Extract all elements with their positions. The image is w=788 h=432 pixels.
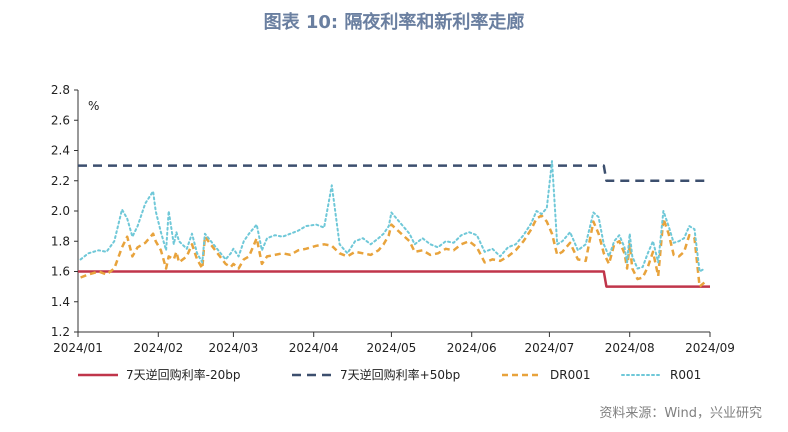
y-unit-label: % xyxy=(88,99,99,113)
x-tick-label: 2024/01 xyxy=(53,341,103,355)
y-tick-label: 1.4 xyxy=(51,295,70,309)
y-tick-label: 1.8 xyxy=(51,234,70,248)
x-tick-label: 2024/04 xyxy=(289,341,339,355)
y-tick-label: 1.6 xyxy=(51,265,70,279)
x-tick-label: 2024/02 xyxy=(133,341,183,355)
legend-label-3: DR001 xyxy=(550,368,590,382)
series-line-2 xyxy=(78,164,710,182)
y-tick-label: 2.0 xyxy=(51,204,70,218)
chart-title: 图表 10: 隔夜利率和新利率走廊 xyxy=(263,12,525,33)
x-tick-label: 2024/03 xyxy=(208,341,258,355)
x-tick-label: 2024/06 xyxy=(447,341,497,355)
legend-label-1: 7天逆回购利率-20bp xyxy=(126,367,240,382)
y-tick-label: 2.4 xyxy=(51,144,70,158)
y-tick-label: 2.6 xyxy=(51,113,70,127)
x-tick-label: 2024/07 xyxy=(524,341,574,355)
series-line-4 xyxy=(79,160,706,273)
y-tick-label: 2.2 xyxy=(51,174,70,188)
y-tick-label: 2.8 xyxy=(51,83,70,97)
x-tick-label: 2024/05 xyxy=(366,341,416,355)
series-line-3 xyxy=(80,214,706,288)
x-tick-label: 2024/09 xyxy=(685,341,735,355)
series-line-1 xyxy=(78,270,710,288)
x-tick-label: 2024/08 xyxy=(605,341,655,355)
source-note: 资料来源：Wind，兴业研究 xyxy=(599,406,762,421)
legend-label-2: 7天逆回购利率+50bp xyxy=(340,367,460,382)
y-tick-label: 1.2 xyxy=(51,325,70,339)
legend-label-4: R001 xyxy=(670,368,701,382)
